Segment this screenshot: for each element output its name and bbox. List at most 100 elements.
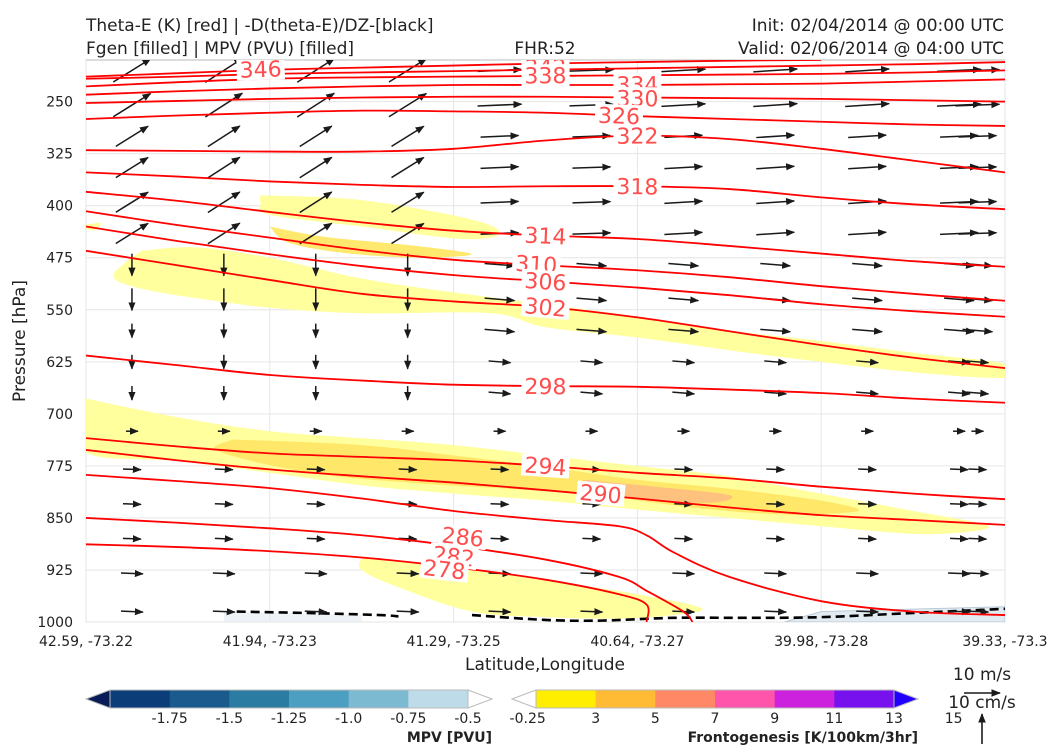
mpv-colorbar-frame [109,689,469,709]
wind-vector [848,229,888,237]
wind-vector [756,229,796,237]
x-axis-label: Latitude,Longitude [465,655,625,675]
y-axis: 250 325 400 475 550 625 700 775 850 925 1000 [37,95,73,631]
wind-vector [122,465,142,473]
x-tick-label: 41.29, -73.25 [407,634,501,650]
x-tick-label: 40.64, -73.27 [590,634,684,650]
y-tick-label: 1000 [37,615,73,631]
wind-vector [115,125,149,148]
y-tick-label: 325 [46,147,73,163]
theta-e-contour [86,109,1005,127]
fgen-colorbar-swatch [536,690,597,708]
wind-vector [950,500,969,508]
mpv-colorbar: -1.75 -1.5 -1.25 -1.0 -0.75 -0.5 -0.25 [84,689,546,727]
x-tick-label: 41.94, -73.23 [223,634,317,650]
wind-vector [480,163,520,171]
wind-vector [948,358,971,366]
wind-vector [580,389,604,397]
wind-vector [858,535,878,543]
theta-e-label: 294 [524,453,568,481]
wind-vector [396,608,420,616]
wind-vector [856,608,880,616]
wind-vector [572,198,612,206]
y-tick-label: 925 [46,563,73,579]
wind-vector [391,125,425,147]
fgen-colorbar-swatch [595,690,656,708]
mpv-colorbar-swatch [408,690,469,708]
wind-vector [576,261,608,269]
theta-e-contour [86,171,1005,211]
wind-vector [848,132,888,140]
wind-vector [756,163,796,171]
frontogenesis-region [269,226,472,258]
x-axis: 42.59, -73.22 41.94, -73.23 41.29, -73.25 4… [39,634,1048,650]
theta-e-label-bg [575,480,626,507]
y-tick-label: 625 [46,355,73,371]
wind-vector [852,296,883,304]
theta-e-label: 346 [239,57,282,83]
wind-vector [580,608,604,616]
wind-vector [966,569,990,578]
title-left-line1: Theta-E (K) [red] | -D(theta-E)/DZ-[blac… [85,16,434,36]
wind-vector [207,222,241,245]
wind-vector [764,608,788,616]
wind-vector [299,125,333,148]
theta-e-label-bg [594,103,644,128]
wind-vector [674,465,694,473]
theta-e-labels: 3463423383343303263223183143103063022982… [236,57,662,586]
fgen-colorbar-tick-label: 7 [711,711,720,727]
y-tick-label: 700 [46,407,73,423]
y-tick-label: 250 [46,95,73,111]
reference-wind-label: 10 m/s [953,665,1011,685]
stability-contours [236,607,1005,622]
wind-vector [576,327,608,335]
wind-vector [572,229,612,237]
wind-vector [948,569,971,578]
wind-vector [760,261,792,269]
wind-vector [299,156,333,179]
theta-e-label-bg [521,223,570,248]
y-tick-label: 850 [46,511,73,527]
theta-e-label-bg [613,174,662,198]
wind-vector [958,198,998,206]
wind-vector [484,261,516,269]
theta-e-label-bg [520,453,571,479]
wind-vector [572,163,612,171]
mpv-colorbar-swatch [229,690,290,708]
fgen-colorbar-swatch [774,690,835,708]
wind-vector [484,296,516,304]
y-tick-label: 775 [46,459,73,475]
theta-e-contour [86,134,1005,174]
mpv-colorbar-tick-label: -1.75 [152,711,188,727]
fgen-colorbar-frame [535,689,895,709]
wind-vector [580,569,604,578]
wind-vector [856,389,880,397]
wind-vector [490,500,510,508]
theta-e-label: 318 [616,175,658,201]
wind-vector [488,608,512,616]
theta-e-label-bg [520,293,571,321]
wind-vector [664,163,704,171]
title-fhr: FHR:52 [514,39,575,59]
wind-vector [204,92,244,118]
theta-e-contour [86,449,1005,526]
theta-e-label-bg [521,374,570,398]
wind-vectors [112,60,1001,616]
mpv-colorbar-tick-label: -0.25 [510,711,546,727]
stability-contour [471,607,1005,622]
wind-vector [388,60,428,83]
wind-vector [664,198,704,206]
title-valid: Valid: 02/06/2014 @ 04:00 UTC [738,39,1004,59]
theta-e-label: 338 [524,64,566,89]
mpv-colorbar-title: MPV [PVU] [407,730,492,746]
wind-vector [968,465,988,473]
fgen-colorbar-extend-high [893,689,920,709]
wind-vector [966,608,990,616]
theta-e-label-bg [437,523,488,551]
wind-vector [214,535,234,543]
mpv-colorbar-swatch [169,690,230,708]
fgen-colorbar-tick-label: 5 [651,711,660,727]
wind-vector [766,500,786,508]
wind-vector [484,327,516,335]
wind-vector [306,465,326,473]
